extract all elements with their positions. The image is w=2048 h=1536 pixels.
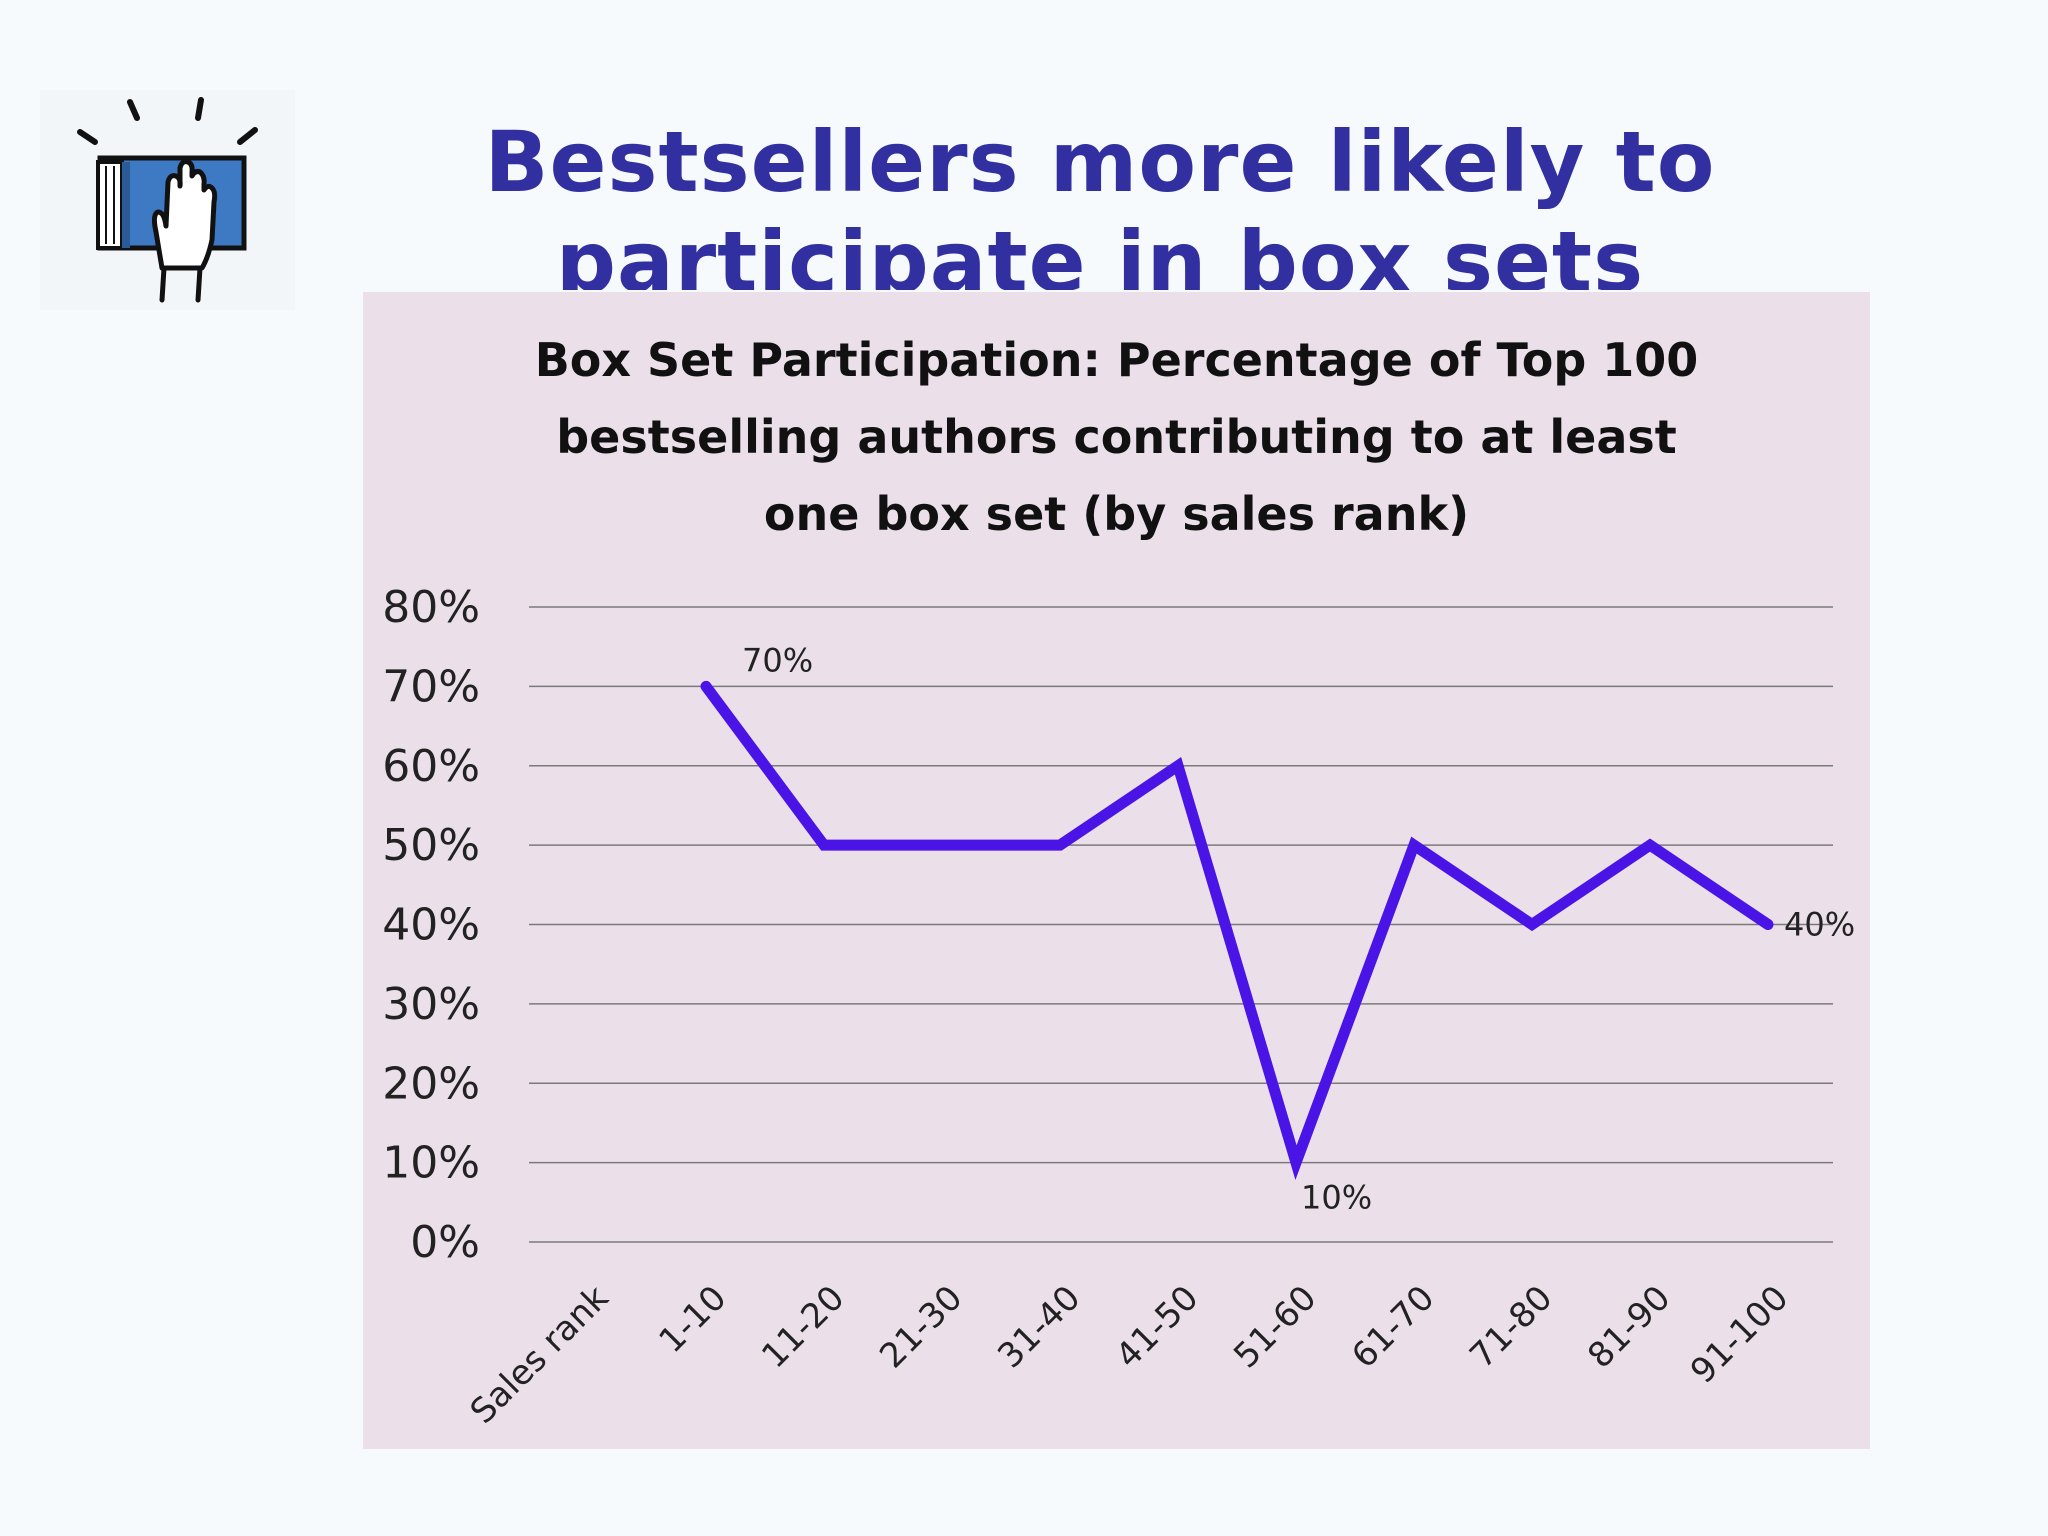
x-tick-label: 1-10 <box>652 1278 735 1361</box>
y-tick-label: 20% <box>382 1058 480 1109</box>
book-hand-icon-graphic <box>77 97 258 303</box>
x-tick-label: 31-40 <box>990 1278 1088 1376</box>
slide-title-line-1: Bestsellers more likely to <box>484 113 1716 211</box>
x-tick-label: 81-90 <box>1580 1278 1678 1376</box>
data-point <box>1529 921 1535 928</box>
data-point <box>703 683 709 690</box>
chart-title: Box Set Participation: Percentage of Top… <box>363 322 1870 553</box>
slide-title-line-2: participate in box sets <box>555 213 1645 290</box>
data-point <box>1411 842 1417 849</box>
chart-title-line-3: one box set (by sales rank) <box>763 487 1470 541</box>
data-point <box>1175 762 1181 769</box>
x-tick-label: 11-20 <box>754 1278 852 1376</box>
x-tick-label: 21-30 <box>872 1278 970 1376</box>
data-point <box>1647 842 1653 849</box>
y-tick-label: 60% <box>382 741 480 792</box>
slide-title: Bestsellers more likely to participate i… <box>390 112 1810 290</box>
data-point <box>1765 921 1771 928</box>
y-tick-label: 10% <box>382 1138 480 1189</box>
data-label: 40% <box>1784 906 1855 944</box>
data-point <box>1057 842 1063 849</box>
chart-title-line-1: Box Set Participation: Percentage of Top… <box>534 333 1699 387</box>
chart-panel: Box Set Participation: Percentage of Top… <box>363 292 1870 1449</box>
y-tick-label: 80% <box>382 582 480 633</box>
y-tick-label: 50% <box>382 820 480 871</box>
line-chart: 0% 10% 20% 30% 40% 50% 60% 70% 80% Sales rank 1-10… <box>382 582 1855 1432</box>
data-point <box>821 842 827 849</box>
series-line <box>700 680 1774 1180</box>
y-tick-label: 70% <box>382 661 480 712</box>
x-tick-label: 71-80 <box>1462 1278 1560 1376</box>
y-tick-label: 40% <box>382 900 480 951</box>
x-tick-label: 41-50 <box>1108 1278 1206 1376</box>
x-tick-label: 61-70 <box>1344 1278 1442 1376</box>
data-point <box>1293 1159 1299 1166</box>
y-tick-label: 0% <box>410 1217 480 1268</box>
data-label: 70% <box>742 641 813 679</box>
chart-title-line-2: bestselling authors contributing to at l… <box>556 410 1677 464</box>
data-point <box>939 842 945 849</box>
x-tick-label: Sales rank <box>463 1278 617 1432</box>
x-tick-label: 51-60 <box>1226 1278 1324 1376</box>
book-hand-icon <box>40 90 295 310</box>
x-tick-label: 91-100 <box>1683 1278 1796 1391</box>
data-label: 10% <box>1301 1179 1372 1217</box>
y-tick-label: 30% <box>382 979 480 1030</box>
